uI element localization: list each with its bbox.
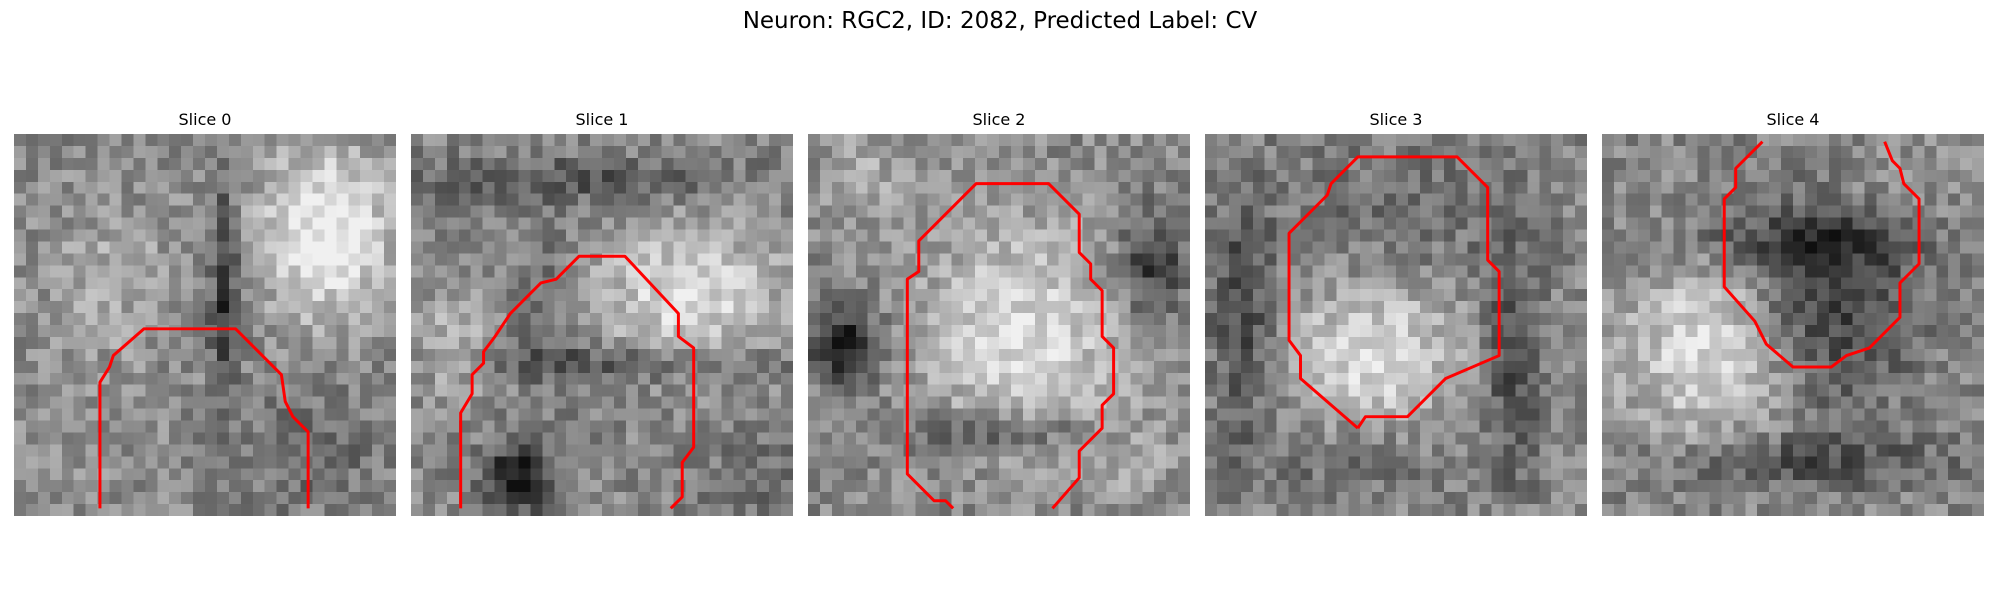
segmentation-contour [905,182,1116,510]
slice-title: Slice 0 [178,110,232,129]
slice-panel-2: Slice 2 [808,110,1190,520]
slice-panel-0: Slice 0 [14,110,396,520]
segmentation-contour [1722,140,1921,369]
slice-title: Slice 1 [575,110,629,129]
slice-panel-3: Slice 3 [1205,110,1587,520]
segmentation-contour [98,327,310,509]
microscopy-slice-image [14,134,396,516]
microscopy-slice-image [808,134,1190,516]
slice-title: Slice 3 [1369,110,1423,129]
slice-panel-1: Slice 1 [411,110,793,520]
figure-title: Neuron: RGC2, ID: 2082, Predicted Label:… [742,8,1258,34]
microscopy-slice-image [1602,134,1984,516]
slice-title: Slice 2 [972,110,1026,129]
microscopy-slice-image [1205,134,1587,516]
segmentation-contour [1287,155,1501,430]
microscopy-slice-image [411,134,793,516]
slice-panel-4: Slice 4 [1602,110,1984,520]
slice-title: Slice 4 [1766,110,1820,129]
segmentation-contour [459,254,696,510]
